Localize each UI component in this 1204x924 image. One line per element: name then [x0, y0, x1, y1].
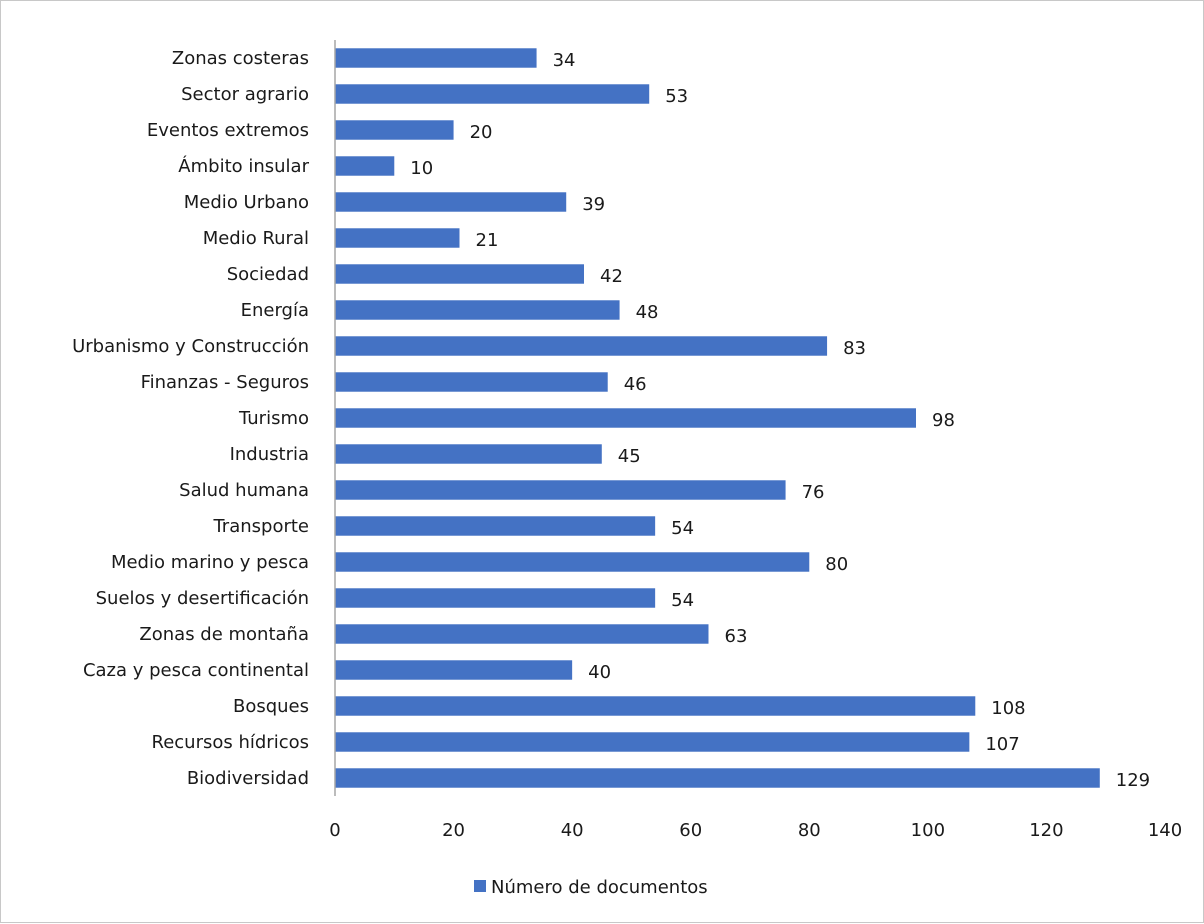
x-tick-label: 20 [442, 820, 465, 841]
bar [335, 300, 620, 320]
data-label: 107 [985, 734, 1019, 755]
category-label: Biodiversidad [187, 768, 309, 789]
data-label: 53 [665, 86, 688, 107]
category-label: Transporte [212, 516, 309, 537]
legend-swatch [474, 880, 486, 892]
data-label: 83 [843, 338, 866, 359]
bar [335, 372, 608, 392]
category-label: Suelos y desertificación [96, 588, 309, 609]
data-label: 10 [410, 158, 433, 179]
category-label: Turismo [238, 408, 309, 429]
data-label: 46 [624, 374, 647, 395]
category-label: Zonas de montaña [139, 624, 309, 645]
category-label: Energía [241, 300, 309, 321]
bar [335, 156, 395, 176]
x-tick-label: 80 [798, 820, 821, 841]
category-label: Salud humana [179, 480, 309, 501]
bar [335, 444, 602, 464]
bar [335, 336, 828, 356]
data-label: 21 [476, 230, 499, 251]
category-label: Medio Rural [203, 228, 309, 249]
data-label: 40 [588, 662, 611, 683]
category-label: Sector agrario [181, 84, 309, 105]
value-labels: 34 53 20 10 39 21 42 48 83 46 98 45 76 54 80 54 63 40 108 1… [410, 50, 1150, 791]
bar [335, 624, 709, 644]
x-axis-ticks: 0 20 40 60 80 100 120 140 [329, 820, 1182, 841]
category-label: Zonas costeras [172, 48, 309, 69]
category-labels: Zonas costeras Sector agrario Eventos extr… [72, 48, 310, 789]
category-label: Ámbito insular [178, 155, 309, 177]
legend-label: Número de documentos [491, 877, 708, 898]
data-label: 42 [600, 266, 623, 287]
data-label: 129 [1116, 770, 1150, 791]
x-tick-label: 140 [1148, 820, 1182, 841]
bar [335, 408, 916, 428]
category-label: Finanzas - Seguros [141, 372, 309, 393]
bars-layer [335, 48, 1100, 788]
data-label: 54 [671, 518, 694, 539]
category-label: Recursos hídricos [152, 732, 310, 753]
category-label: Industria [230, 444, 309, 465]
x-tick-label: 60 [679, 820, 702, 841]
data-label: 39 [582, 194, 605, 215]
bar [335, 696, 976, 716]
bar [335, 768, 1100, 788]
data-label: 34 [553, 50, 576, 71]
data-label: 20 [470, 122, 493, 143]
bar [335, 120, 454, 140]
data-label: 98 [932, 410, 955, 431]
category-label: Sociedad [227, 264, 309, 285]
category-label: Medio Urbano [184, 192, 309, 213]
data-label: 108 [991, 698, 1025, 719]
legend: Número de documentos [474, 877, 708, 898]
bar [335, 552, 810, 572]
bar [335, 732, 970, 752]
data-label: 63 [725, 626, 748, 647]
data-label: 48 [636, 302, 659, 323]
category-label: Urbanismo y Construcción [72, 336, 309, 357]
bar [335, 588, 656, 608]
bar [335, 48, 537, 68]
data-label: 80 [825, 554, 848, 575]
bar [335, 264, 584, 284]
x-tick-label: 120 [1029, 820, 1063, 841]
bar [335, 84, 650, 104]
category-label: Eventos extremos [147, 120, 309, 141]
x-tick-label: 100 [911, 820, 945, 841]
x-tick-label: 40 [561, 820, 584, 841]
bar [335, 516, 656, 536]
category-label: Caza y pesca continental [83, 660, 309, 681]
data-label: 45 [618, 446, 641, 467]
bar [335, 480, 786, 500]
data-label: 54 [671, 590, 694, 611]
x-tick-label: 0 [329, 820, 340, 841]
bar [335, 660, 573, 680]
category-label: Bosques [233, 696, 309, 717]
category-label: Medio marino y pesca [111, 552, 309, 573]
data-label: 76 [802, 482, 825, 503]
bar [335, 228, 460, 248]
bar [335, 192, 567, 212]
